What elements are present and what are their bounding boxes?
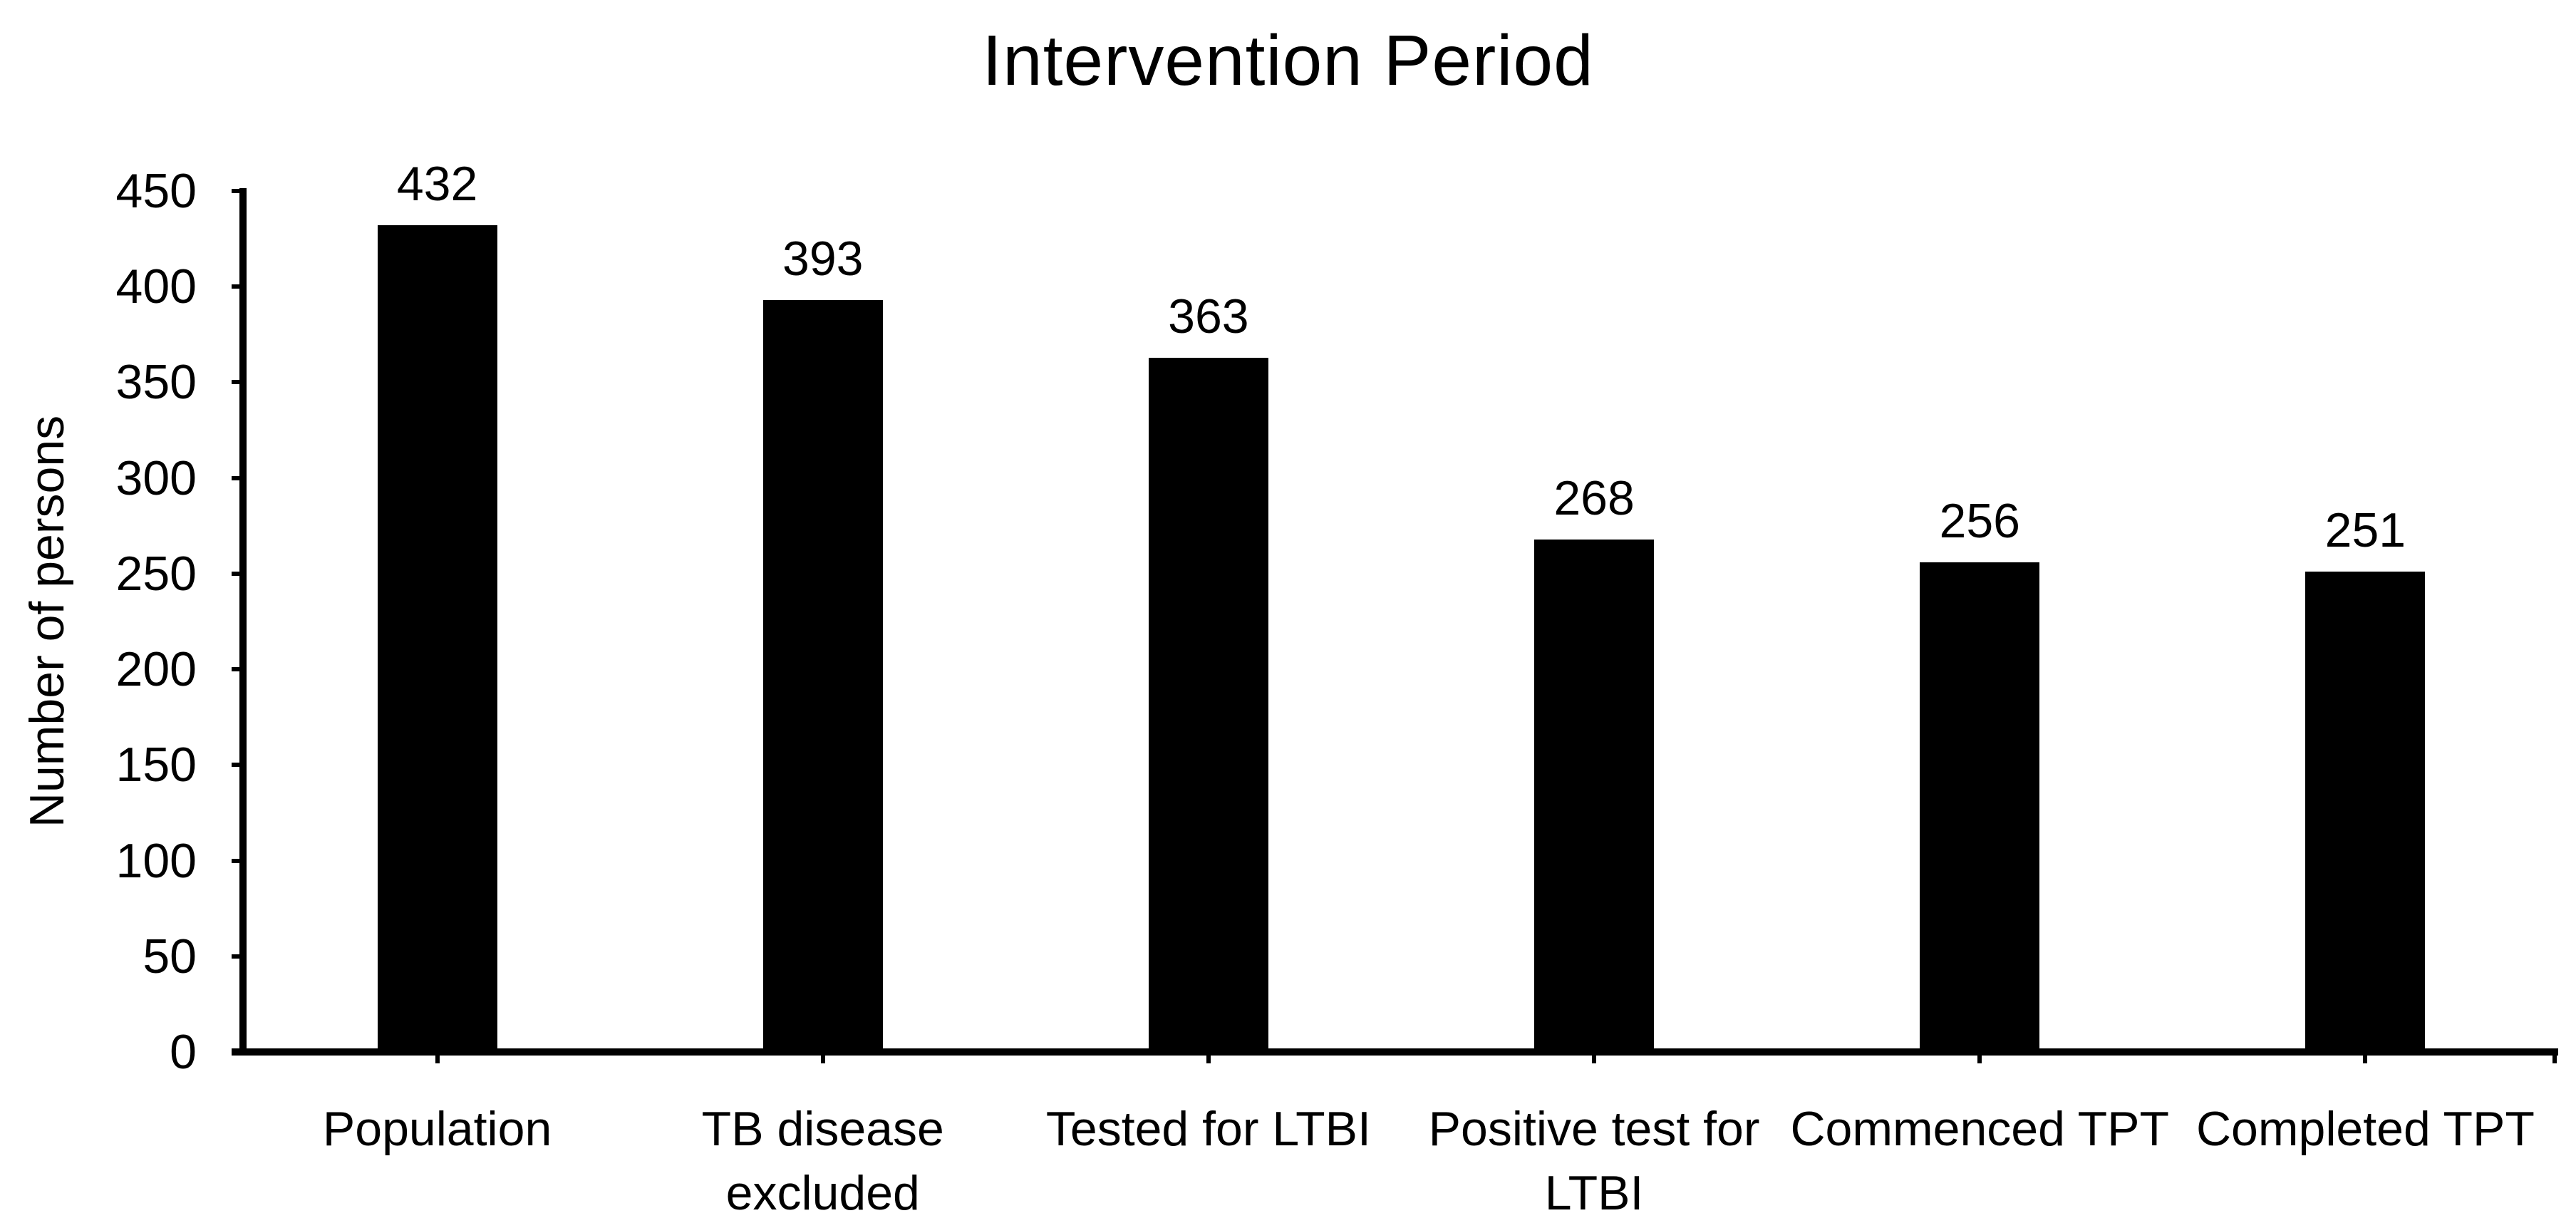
y-axis-tick-label: 0 <box>170 1025 197 1079</box>
y-axis-tick-label: 50 <box>143 929 197 984</box>
bar-2 <box>762 300 883 1052</box>
x-axis-category-label: Population <box>322 1102 552 1156</box>
y-axis-tick-label: 250 <box>115 546 197 601</box>
chart-title: Intervention Period <box>982 21 1594 100</box>
bar-1 <box>377 225 497 1052</box>
y-axis-tick-350 <box>232 380 244 385</box>
y-axis-tick-label: 450 <box>115 164 197 218</box>
x-axis-category-label: Commenced TPT <box>1790 1102 2170 1156</box>
bar-value-label: 256 <box>1939 493 2020 548</box>
y-axis-tick-0 <box>232 1050 244 1054</box>
bar-value-label: 363 <box>1168 289 1249 344</box>
y-axis-tick-50 <box>232 954 244 959</box>
y-axis-tick-label: 400 <box>115 259 197 314</box>
bar-3 <box>1148 357 1268 1052</box>
bar-4 <box>1534 539 1655 1052</box>
x-axis-category-label: Completed TPT <box>2195 1102 2535 1156</box>
y-axis-tick-150 <box>232 763 244 768</box>
y-axis-tick-450 <box>232 189 244 193</box>
y-axis-tick-400 <box>232 284 244 289</box>
y-axis-tick-label: 350 <box>115 355 197 410</box>
bar-value-label: 393 <box>782 232 864 286</box>
y-axis-tick-label: 150 <box>115 738 197 793</box>
x-axis-tick <box>1977 1052 1982 1063</box>
x-axis-tick <box>1206 1052 1211 1063</box>
y-axis-tick-200 <box>232 667 244 672</box>
x-axis-line <box>232 1048 2558 1056</box>
x-axis-category-label: TB disease excluded <box>701 1102 944 1220</box>
y-axis-tick-250 <box>232 571 244 576</box>
y-axis-tick-label: 200 <box>115 642 197 697</box>
x-axis-tick <box>435 1052 440 1063</box>
bar-6 <box>2305 572 2426 1052</box>
bar-5 <box>1920 562 2040 1052</box>
y-axis-tick-label: 300 <box>115 450 197 505</box>
x-axis-category-label: Tested for LTBI <box>1045 1102 1371 1156</box>
y-axis-tick-100 <box>232 858 244 863</box>
x-axis-tick <box>1592 1052 1597 1063</box>
x-axis-tick <box>820 1052 825 1063</box>
bar-value-label: 251 <box>2324 503 2406 558</box>
x-axis-tick <box>2363 1052 2368 1063</box>
y-axis-tick-300 <box>232 475 244 480</box>
y-axis-tick-label: 100 <box>115 833 197 888</box>
x-axis-end-tick <box>2552 1052 2557 1063</box>
bar-value-label: 432 <box>396 157 478 212</box>
y-axis-line <box>239 188 247 1056</box>
x-axis-category-label: Positive test for LTBI <box>1428 1102 1760 1220</box>
bar-value-label: 268 <box>1553 470 1635 525</box>
